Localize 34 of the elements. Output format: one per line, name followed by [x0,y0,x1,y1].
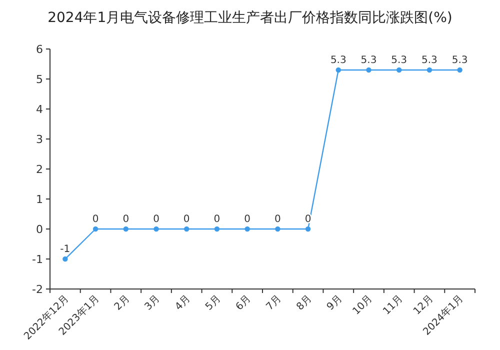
label: 5.3 [422,55,438,66]
label: 5.3 [452,55,468,66]
ytick: -2 [32,283,43,296]
xtick: 11月 [381,293,406,318]
ytick: 4 [36,103,43,116]
label: 0 [122,214,130,225]
ytick: 1 [36,193,43,206]
label: 0 [244,214,250,225]
xtick: 5月 [204,293,224,313]
xtick: 4月 [173,293,193,313]
ytick: 6 [36,43,43,56]
label: 0 [92,214,99,225]
label: -1 [60,244,70,255]
label: 0 [153,214,160,225]
ytick: 5 [36,73,43,86]
label: 5.3 [330,55,346,66]
ytick: 0 [36,223,43,236]
label: 0 [183,214,190,225]
xtick: 12月 [412,293,436,318]
xtick: 8月 [294,293,314,313]
label: 0 [214,214,220,225]
xtick: 7月 [264,293,284,313]
ytick: -1 [32,253,43,266]
xtick: 2月 [112,293,132,313]
ytick: 2 [36,163,43,176]
xtick: 10月 [351,293,375,318]
xtick: 3月 [143,293,162,313]
label: 0 [274,214,281,225]
xtick: 6月 [234,293,254,313]
ytick: 3 [36,133,43,146]
xtick: 9月 [325,293,345,313]
title: 2024年1月电气设备修理工业生产者出厂价格指数同比涨跌图(%) [48,10,452,26]
label: 5.3 [360,55,377,66]
label: 5.3 [391,55,408,66]
